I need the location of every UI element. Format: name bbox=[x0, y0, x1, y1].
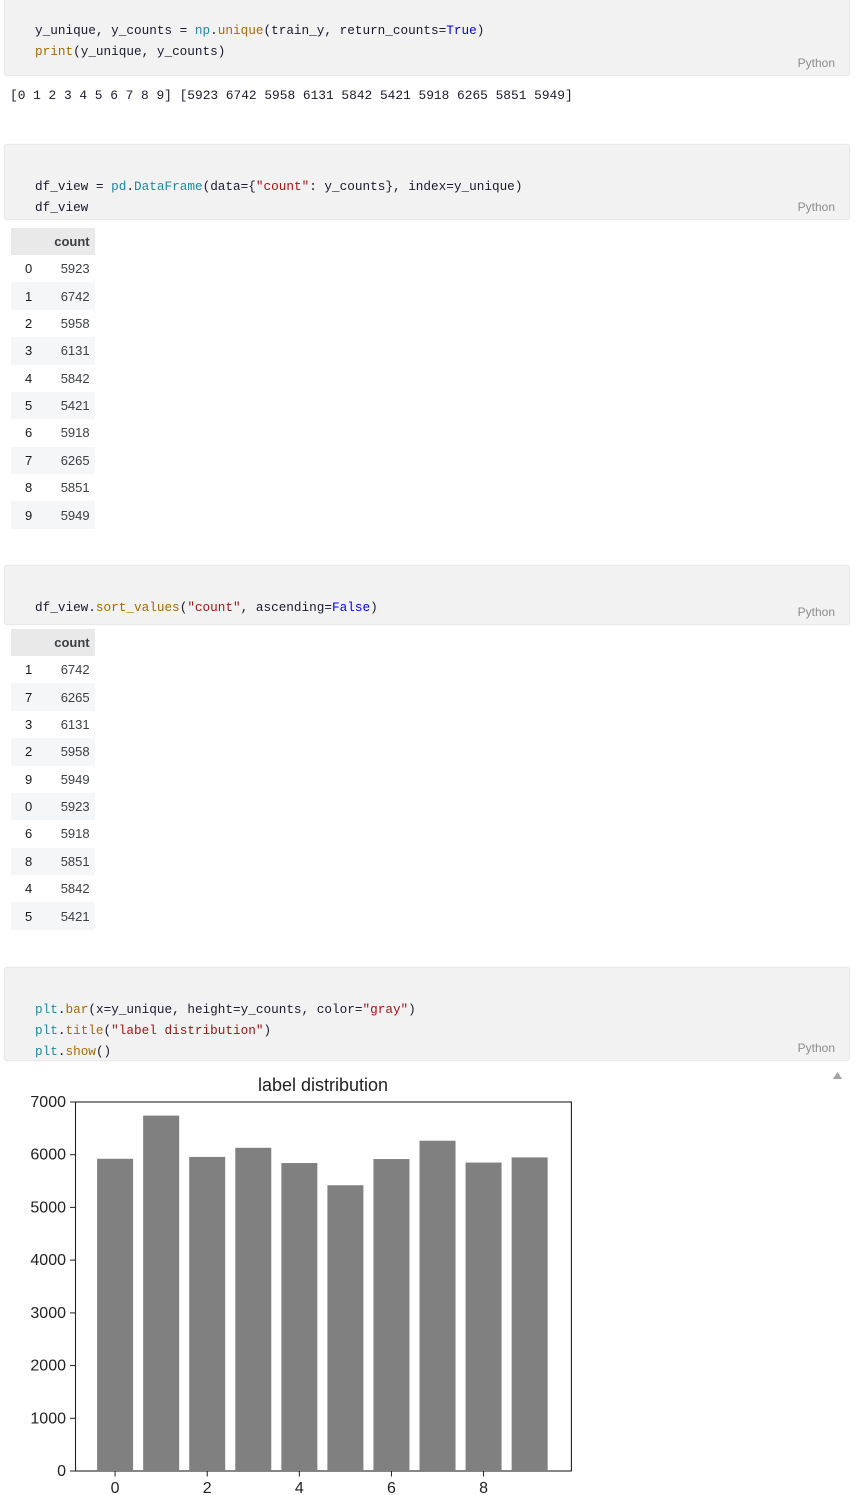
svg-text:2: 2 bbox=[203, 1480, 212, 1495]
svg-text:5000: 5000 bbox=[30, 1199, 66, 1216]
svg-text:0: 0 bbox=[111, 1480, 120, 1495]
svg-text:1000: 1000 bbox=[30, 1410, 66, 1427]
svg-text:6: 6 bbox=[387, 1480, 396, 1495]
svg-text:7000: 7000 bbox=[30, 1094, 66, 1111]
svg-text:3000: 3000 bbox=[30, 1305, 66, 1322]
svg-text:8: 8 bbox=[479, 1480, 488, 1495]
svg-text:label distribution: label distribution bbox=[258, 1075, 388, 1095]
svg-text:4: 4 bbox=[295, 1480, 304, 1495]
svg-text:4000: 4000 bbox=[30, 1252, 66, 1269]
svg-text:2000: 2000 bbox=[30, 1358, 66, 1375]
svg-text:0: 0 bbox=[57, 1463, 66, 1480]
svg-text:6000: 6000 bbox=[30, 1147, 66, 1164]
